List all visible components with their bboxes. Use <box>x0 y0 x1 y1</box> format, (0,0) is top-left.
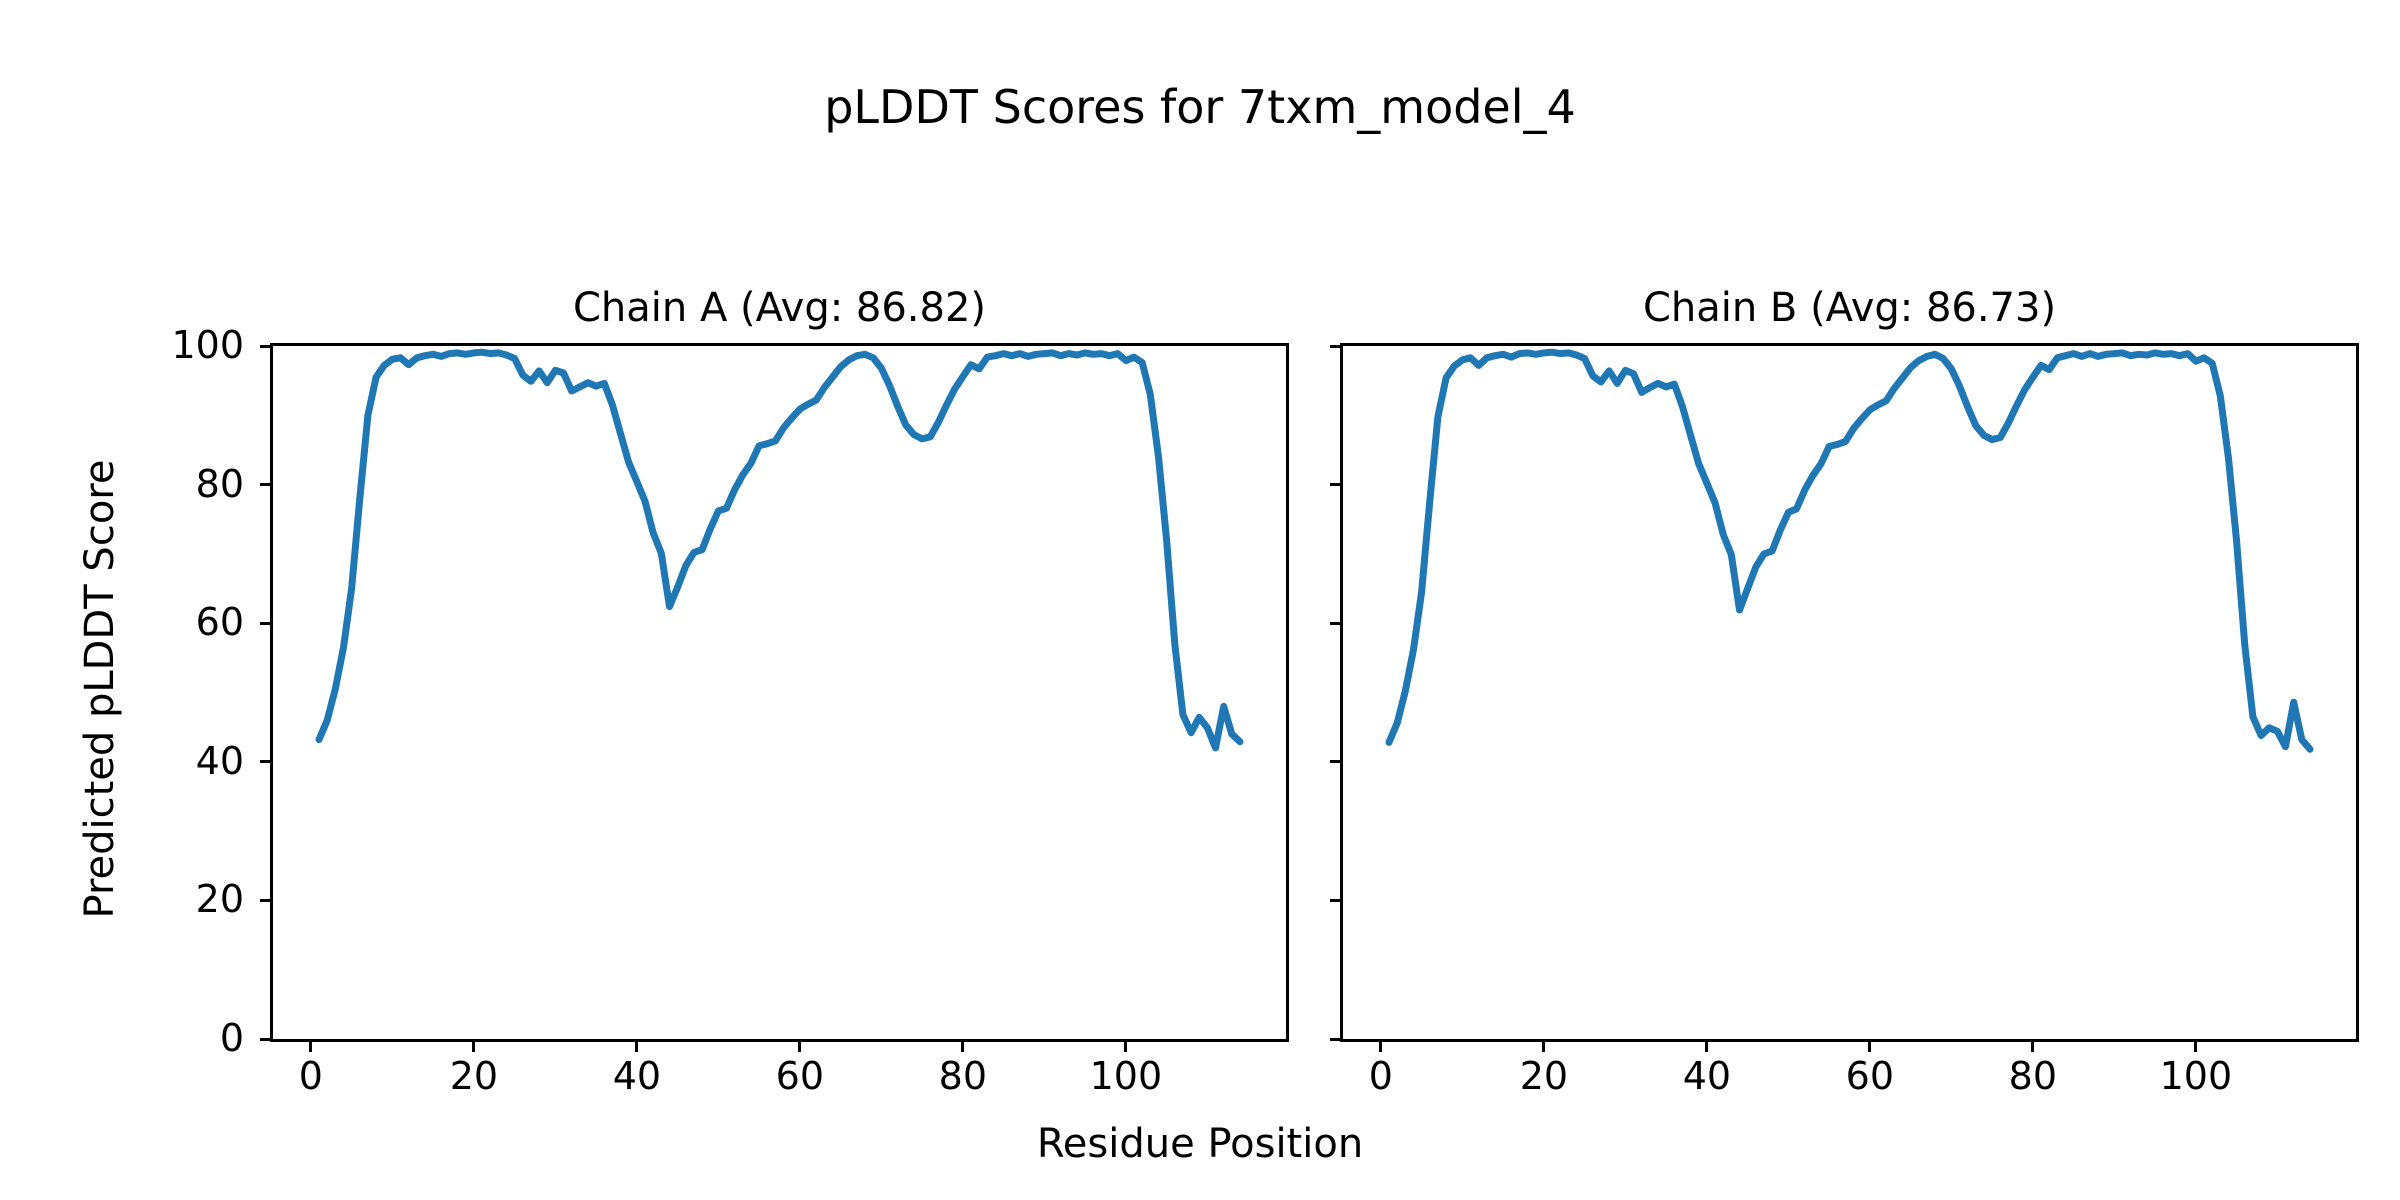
plddt-line-chain-b <box>1385 348 2314 753</box>
y-tick-label: 100 <box>171 323 244 368</box>
x-tick-mark <box>2031 1042 2035 1052</box>
x-tick-label: 100 <box>2159 1054 2233 1098</box>
x-tick-label: 80 <box>2008 1054 2058 1098</box>
x-tick-mark <box>472 1042 476 1052</box>
y-tick-mark <box>1330 344 1340 348</box>
y-axis-label: Predicted pLDDT Score <box>77 459 123 919</box>
y-tick-mark <box>260 898 270 902</box>
chain-a-subplot: Chain A (Avg: 86.82) 0 20 40 60 80 100 0 20 40 60… <box>171 286 1289 1097</box>
y-tick-mark <box>1330 760 1340 764</box>
y-tick-mark <box>1330 621 1340 625</box>
x-tick-label: 0 <box>298 1054 323 1098</box>
y-tick-mark <box>260 1037 270 1041</box>
x-tick-mark <box>1542 1042 1546 1052</box>
y-tick-mark <box>260 483 270 487</box>
x-tick-label: 40 <box>612 1054 662 1098</box>
x-tick-label: 40 <box>1682 1054 1732 1098</box>
x-tick-label: 0 <box>1368 1054 1393 1098</box>
x-tick-label: 20 <box>1519 1054 1569 1098</box>
y-tick-label: 0 <box>219 1016 244 1061</box>
figure-title: pLDDT Scores for 7txm_model_4 <box>824 80 1576 134</box>
x-tick-label: 100 <box>1089 1054 1163 1098</box>
plddt-line-chain-a <box>315 348 1244 752</box>
x-tick-mark <box>798 1042 802 1052</box>
x-tick-mark <box>1868 1042 1872 1052</box>
x-axis-label: Residue Position <box>1036 1121 1364 1167</box>
chain-b-plot-area <box>1385 348 2314 753</box>
x-tick-mark <box>1705 1042 1709 1052</box>
y-tick-mark <box>260 344 270 348</box>
chain-b-title: Chain B (Avg: 86.73) <box>1642 285 2057 331</box>
x-tick-mark <box>1379 1042 1383 1052</box>
y-tick-mark <box>1330 483 1340 487</box>
x-tick-label: 60 <box>775 1054 825 1098</box>
y-tick-mark <box>260 621 270 625</box>
y-tick-mark <box>1330 1037 1340 1041</box>
x-tick-mark <box>1124 1042 1128 1052</box>
x-tick-label: 80 <box>938 1054 988 1098</box>
chain-b-subplot: Chain B (Avg: 86.73) 0 20 40 60 80 100 <box>1330 286 2359 1097</box>
x-tick-label: 20 <box>449 1054 499 1098</box>
chain-a-title: Chain A (Avg: 86.82) <box>572 285 987 331</box>
chain-a-plot-area <box>315 348 1244 752</box>
y-tick-label: 80 <box>195 461 244 506</box>
x-tick-mark <box>309 1042 313 1052</box>
y-tick-label: 60 <box>195 600 244 645</box>
x-tick-label: 60 <box>1845 1054 1895 1098</box>
y-tick-label: 40 <box>195 738 244 783</box>
y-tick-mark <box>1330 898 1340 902</box>
x-tick-mark <box>961 1042 965 1052</box>
x-tick-mark <box>635 1042 639 1052</box>
y-tick-mark <box>260 760 270 764</box>
y-tick-label: 20 <box>195 877 244 922</box>
x-tick-mark <box>2194 1042 2198 1052</box>
